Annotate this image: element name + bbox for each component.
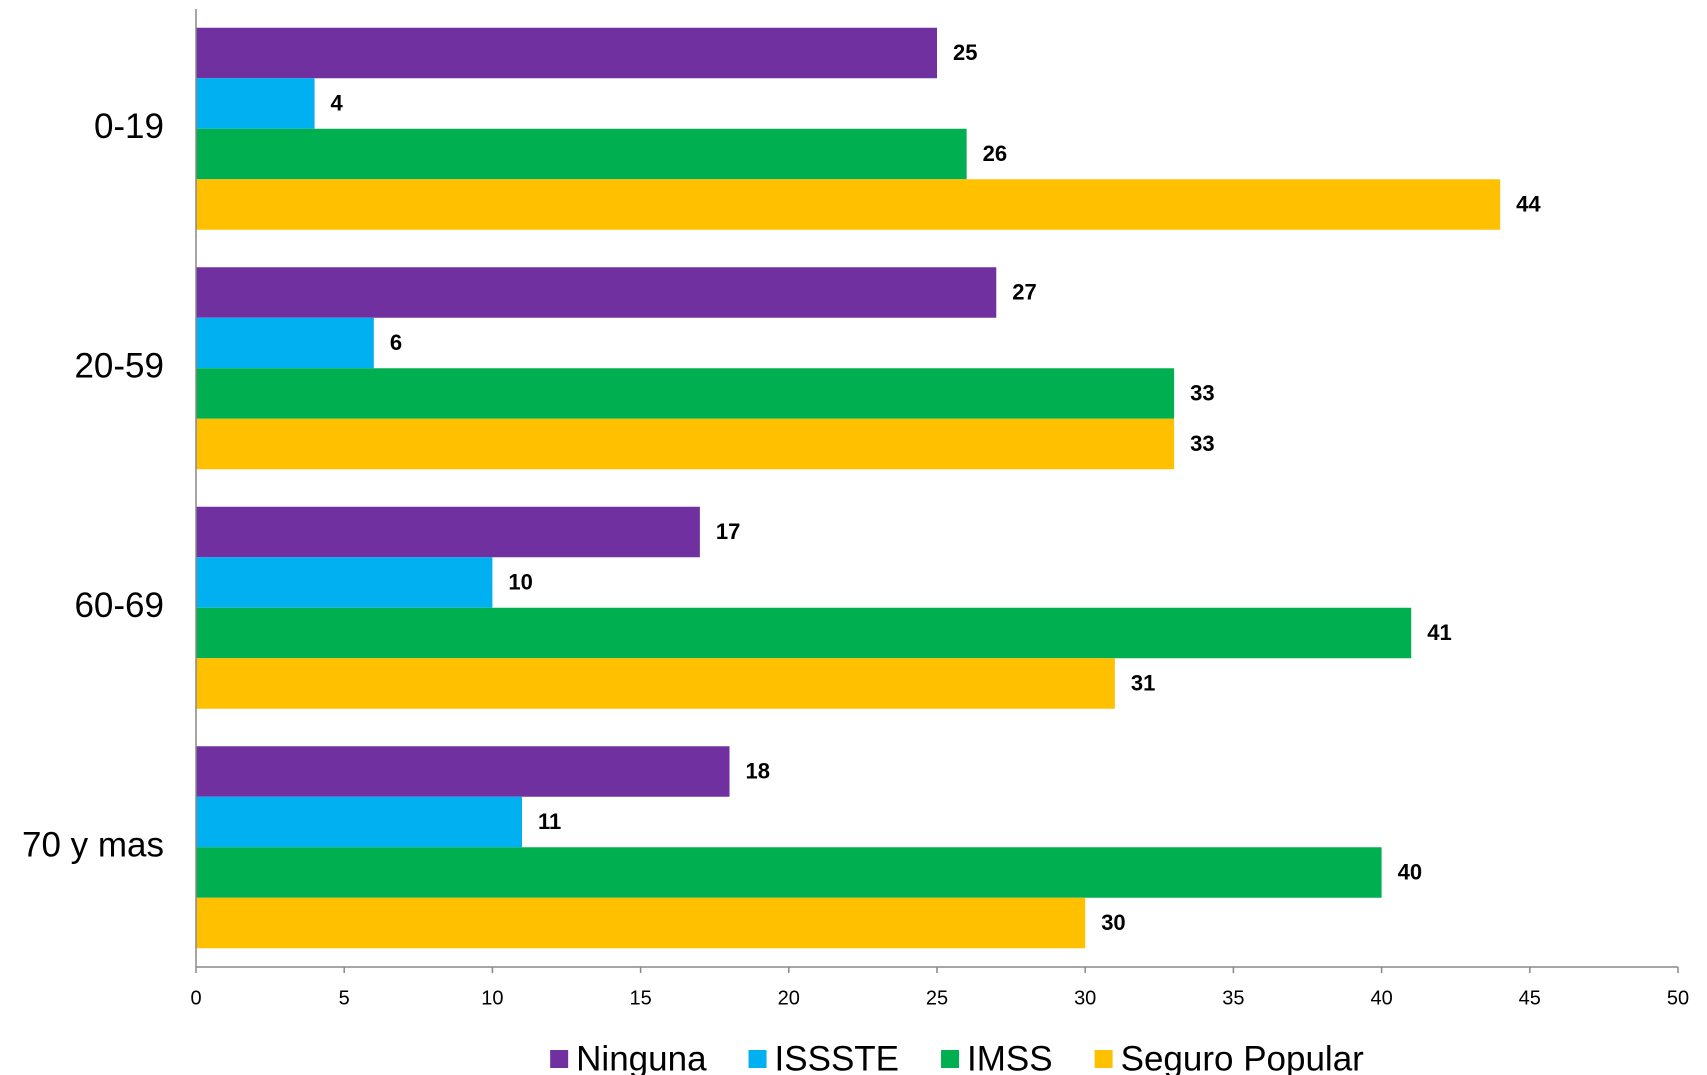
bar: [196, 267, 997, 318]
legend-label: Ninguna: [576, 1039, 707, 1075]
data-label: 25: [953, 40, 977, 65]
bar: [196, 897, 1086, 949]
bar: [196, 317, 374, 369]
data-label: 40: [1398, 859, 1422, 884]
x-tick-label: 0: [190, 987, 201, 1009]
data-label: 26: [983, 141, 1007, 166]
data-label: 6: [390, 330, 402, 355]
data-label: 10: [508, 569, 532, 594]
x-tick-label: 45: [1519, 987, 1541, 1009]
x-tick-label: 25: [926, 987, 948, 1009]
data-label: 33: [1190, 431, 1214, 456]
x-tick-label: 15: [629, 987, 651, 1009]
x-tick-label: 20: [778, 987, 800, 1009]
data-label: 4: [331, 90, 344, 115]
x-tick-label: 40: [1370, 987, 1392, 1009]
legend-swatch: [941, 1050, 960, 1068]
legend-label: Seguro Popular: [1121, 1039, 1365, 1075]
data-label: 17: [716, 519, 740, 544]
bar: [196, 368, 1175, 419]
bar: [196, 506, 700, 558]
bar: [196, 847, 1382, 898]
legend-swatch: [748, 1050, 767, 1068]
category-label: 60-69: [74, 586, 164, 625]
category-label: 20-59: [74, 347, 164, 386]
data-label: 30: [1101, 910, 1125, 935]
data-label: 18: [746, 758, 770, 783]
bar: [196, 557, 493, 608]
bar: [196, 27, 937, 79]
bar: [196, 128, 967, 180]
legend-label: IMSS: [967, 1039, 1053, 1075]
data-label: 27: [1012, 279, 1036, 304]
legend-label: ISSSTE: [775, 1039, 899, 1075]
legend-swatch: [1094, 1050, 1113, 1068]
legend-swatch: [550, 1050, 569, 1068]
category-label: 70 y mas: [22, 826, 164, 865]
x-tick-label: 10: [481, 987, 503, 1009]
bar: [196, 418, 1175, 470]
data-label: 33: [1190, 380, 1214, 405]
x-tick-label: 5: [339, 987, 350, 1009]
bar: [196, 607, 1412, 659]
data-label: 44: [1516, 191, 1541, 216]
data-label: 41: [1427, 620, 1451, 645]
data-label: 11: [538, 809, 561, 834]
bar: [196, 658, 1115, 709]
x-tick-label: 35: [1222, 987, 1244, 1009]
x-tick-label: 30: [1074, 987, 1096, 1009]
category-label: 0-19: [94, 107, 164, 146]
bar: [196, 179, 1501, 230]
bar: [196, 78, 315, 129]
x-tick-label: 50: [1667, 987, 1689, 1009]
bar: [196, 746, 730, 797]
bar: [196, 796, 523, 848]
data-label: 31: [1131, 670, 1155, 695]
